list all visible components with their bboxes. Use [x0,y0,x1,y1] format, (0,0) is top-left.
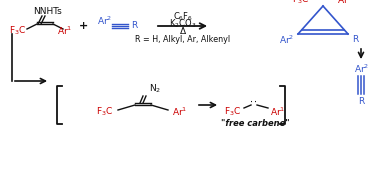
Text: $\cdot\cdot$: $\cdot\cdot$ [249,96,258,106]
Text: Ar$^2$: Ar$^2$ [354,63,370,75]
Text: R: R [358,97,364,105]
Text: F$_3$C: F$_3$C [96,106,114,118]
Text: C$_6$F$_6$: C$_6$F$_6$ [173,11,193,23]
Text: Ar$^1$: Ar$^1$ [337,0,352,6]
Text: Ar$^1$: Ar$^1$ [57,25,73,37]
Text: K$_2$CO$_3$: K$_2$CO$_3$ [169,18,197,30]
Text: F$_3$C: F$_3$C [292,0,309,6]
Text: F$_3$C: F$_3$C [224,106,242,118]
Text: R: R [352,36,358,44]
Text: F$_3$C: F$_3$C [9,25,27,37]
Text: Ar$^2$: Ar$^2$ [279,34,294,46]
Text: R: R [131,22,137,30]
Text: R = H, Alkyl, Ar, Alkenyl: R = H, Alkyl, Ar, Alkenyl [135,36,230,44]
Text: Ar$^1$: Ar$^1$ [270,106,286,118]
Text: $\Delta$: $\Delta$ [179,26,187,36]
Text: "free carbene": "free carbene" [221,119,289,129]
Text: +: + [78,21,88,31]
Text: Ar$^2$: Ar$^2$ [97,15,112,27]
Text: N$_2$: N$_2$ [149,83,161,95]
Text: NNHTs: NNHTs [33,6,61,15]
Text: Ar$^1$: Ar$^1$ [172,106,188,118]
